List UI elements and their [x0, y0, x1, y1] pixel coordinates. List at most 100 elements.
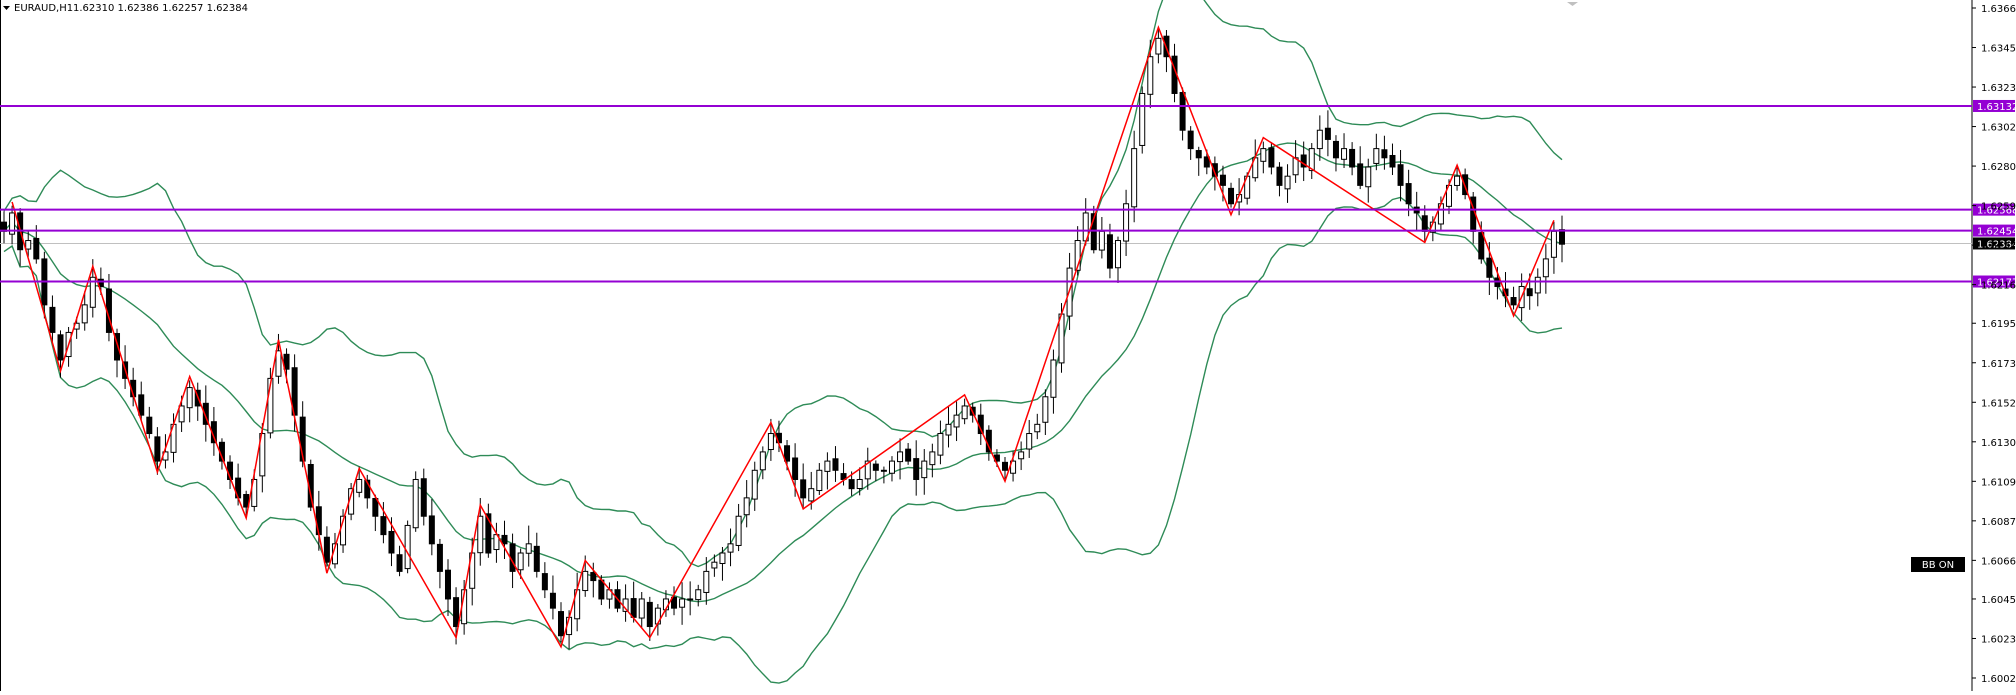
ohlc-values: 1.62310 1.62386 1.62257 1.62384: [73, 3, 248, 14]
candle-body: [396, 554, 403, 572]
candle-body: [743, 497, 750, 516]
price-tick-label: 1.60660: [1981, 556, 2016, 567]
candle-body: [1316, 129, 1323, 150]
candle-body: [25, 240, 32, 250]
candle-body: [856, 478, 863, 490]
candle-body: [1478, 232, 1485, 260]
candle-body: [275, 350, 282, 377]
candle-body: [558, 611, 565, 637]
level-price-label: 1.63132: [1977, 102, 2016, 113]
candle-body: [1454, 175, 1461, 186]
horizontal-levels[interactable]: 1.63132 1.62568 1.62454 1.62177 1.62384: [0, 99, 2016, 289]
candle-body: [1559, 229, 1565, 245]
candle-body: [1324, 127, 1331, 140]
level-price-label: 1.62568: [1977, 206, 2016, 217]
candle-body: [1534, 276, 1541, 294]
candle-body: [864, 460, 871, 480]
chart-shift-marker-icon[interactable]: [1567, 2, 1578, 6]
candle-body: [1332, 140, 1339, 159]
candle-body: [985, 429, 992, 453]
candle-body: [1187, 130, 1194, 150]
price-tick-label: 1.61950: [1981, 319, 2016, 330]
candle-body: [412, 478, 419, 529]
candle-body: [501, 534, 508, 545]
candle-body: [388, 530, 395, 554]
price-tick-label: 1.61735: [1981, 359, 2016, 370]
candle-body: [816, 469, 823, 492]
candle-body: [1300, 154, 1307, 168]
current-price-badge: [1973, 237, 2015, 250]
candle-body: [372, 497, 379, 517]
level-price-badge: [1973, 203, 2015, 216]
price-tick-label: 1.62590: [1981, 202, 2016, 213]
candle-body: [719, 552, 726, 565]
candle-body: [703, 570, 710, 593]
level-price-label: 1.62177: [1977, 278, 2016, 289]
candle-body: [961, 405, 968, 420]
candle-body: [525, 543, 532, 554]
candle-body: [840, 473, 847, 480]
level-price-badge: [1973, 275, 2015, 288]
price-tick-label: 1.63235: [1981, 83, 2016, 94]
candle-body: [1090, 213, 1097, 251]
candle-body: [1026, 433, 1033, 450]
candle-body: [356, 478, 363, 493]
candle-body: [517, 552, 524, 571]
plot-background: [0, 0, 1972, 691]
candle-body: [1179, 92, 1186, 131]
candle-body: [259, 433, 266, 477]
bollinger-middle-band: [3, 142, 1563, 603]
candle-body: [1219, 174, 1226, 186]
level-price-badge: [1973, 224, 2015, 237]
candle-body: [695, 589, 702, 601]
candle-body: [808, 488, 815, 502]
price-tick-label: 1.63020: [1981, 123, 2016, 134]
candle-body: [897, 451, 904, 463]
candle-body: [81, 304, 88, 324]
bollinger-lower-band: [3, 196, 1563, 684]
price-tick-label: 1.63450: [1981, 44, 2016, 55]
candle-body: [1510, 297, 1517, 306]
candle-body: [800, 479, 807, 499]
candle-body: [767, 433, 774, 451]
candle-body: [638, 598, 645, 619]
candle-body: [477, 515, 484, 554]
candle-body: [671, 596, 678, 609]
candle-body: [33, 237, 40, 260]
candle-body: [1106, 234, 1113, 269]
candle-body: [687, 598, 694, 601]
candle-body: [1131, 148, 1138, 208]
candle-body: [154, 436, 161, 462]
level-price-label: 1.62454: [1977, 227, 2016, 238]
candle-body: [953, 414, 960, 428]
candle-body: [453, 597, 460, 628]
candle-body: [1421, 215, 1428, 232]
candle-body: [1042, 396, 1049, 423]
candle-body: [1001, 461, 1008, 471]
candle-body: [1260, 148, 1267, 162]
candle-body: [929, 451, 936, 466]
level-price-badge: [1973, 99, 2015, 112]
candle-body: [921, 460, 928, 479]
candle-body: [1074, 240, 1081, 271]
candle-body: [251, 478, 258, 507]
candle-body: [114, 333, 121, 361]
candle-body: [1123, 203, 1130, 242]
candle-body: [1373, 148, 1380, 164]
bb-on-label: BB ON: [1922, 560, 1954, 571]
price-tick-label: 1.62375: [1981, 241, 2016, 252]
candle-body: [57, 334, 64, 361]
symbol-menu-triangle-icon[interactable]: [3, 6, 10, 10]
candle-body: [630, 598, 637, 618]
candle-body: [1357, 163, 1364, 186]
candle-body: [1381, 149, 1388, 159]
symbol-label: EURAUD,H1: [14, 3, 73, 14]
candle-body: [590, 572, 597, 582]
candle-body: [420, 478, 427, 517]
candle-body: [1486, 257, 1493, 278]
price-tick-label: 1.61090: [1981, 477, 2016, 488]
candle-body: [549, 592, 556, 609]
price-tick-label: 1.61305: [1981, 438, 2016, 449]
